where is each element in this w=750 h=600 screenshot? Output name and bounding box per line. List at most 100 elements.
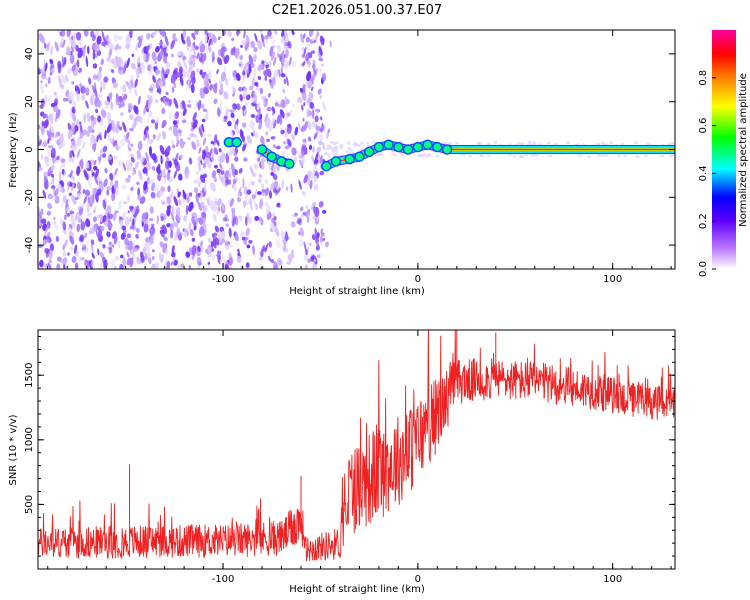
noise-speck	[127, 102, 133, 111]
noise-speck	[102, 199, 107, 210]
noise-speck	[258, 178, 262, 183]
noise-speck	[230, 163, 236, 173]
noise-speck	[151, 256, 155, 261]
noise-speck	[322, 238, 326, 241]
noise-speck	[274, 226, 280, 237]
noise-speck	[204, 145, 209, 154]
noise-speck	[299, 227, 305, 237]
noise-speck	[104, 209, 109, 216]
noise-speck	[265, 138, 271, 143]
noise-speck	[114, 265, 117, 269]
noise-speck	[220, 169, 223, 174]
background-speck	[365, 141, 370, 145]
noise-speck	[289, 110, 293, 114]
noise-speck	[156, 215, 159, 225]
background-speck	[427, 153, 432, 157]
noise-speck	[45, 162, 50, 167]
noise-speck	[199, 40, 204, 50]
noise-speck	[191, 237, 196, 242]
noise-speck	[69, 235, 75, 245]
noise-speck	[42, 189, 47, 200]
noise-speck	[212, 213, 217, 222]
noise-speck	[84, 189, 91, 197]
noise-speck	[63, 214, 67, 221]
noise-speck	[263, 101, 268, 108]
noise-speck	[108, 68, 114, 72]
noise-speck	[198, 161, 201, 172]
noise-speck	[265, 243, 269, 252]
noise-speck	[201, 211, 207, 219]
noise-speck	[175, 134, 179, 142]
background-speck	[633, 141, 638, 145]
x-tick-label: 100	[603, 574, 622, 585]
noise-speck	[156, 132, 161, 142]
noise-speck	[270, 136, 276, 140]
noise-speck	[244, 199, 250, 206]
noise-speck	[148, 146, 153, 156]
noise-speck	[248, 54, 254, 65]
noise-speck	[203, 205, 208, 213]
noise-speck	[129, 113, 134, 121]
noise-speck	[38, 132, 41, 142]
noise-speck	[146, 176, 150, 185]
noise-speck	[121, 93, 125, 97]
noise-speck	[165, 91, 169, 96]
noise-speck	[211, 51, 215, 60]
noise-speck	[168, 126, 172, 131]
noise-speck	[190, 83, 195, 94]
noise-speck	[40, 83, 45, 94]
background-speck	[644, 154, 649, 158]
noise-speck	[163, 52, 168, 58]
noise-speck	[206, 199, 210, 206]
noise-speck	[179, 154, 184, 160]
noise-speck	[160, 215, 164, 222]
noise-speck	[64, 206, 70, 211]
noise-speck	[136, 256, 141, 265]
background-speck	[359, 141, 364, 145]
noise-speck	[172, 254, 176, 265]
background-speck	[609, 141, 614, 145]
noise-speck	[105, 105, 109, 110]
noise-speck	[294, 212, 298, 217]
noise-speck	[62, 163, 66, 168]
noise-speck	[68, 154, 73, 163]
noise-speck	[162, 243, 168, 253]
noise-speck	[106, 111, 111, 121]
colorbar-tick-label: 0.4	[698, 165, 709, 181]
noise-speck	[243, 30, 246, 39]
noise-speck	[87, 212, 92, 217]
noise-speck	[175, 207, 181, 217]
noise-speck	[161, 131, 167, 140]
noise-speck	[60, 37, 65, 49]
noise-speck	[192, 112, 197, 122]
noise-speck	[244, 102, 249, 107]
noise-speck	[282, 243, 287, 251]
noise-speck	[47, 137, 50, 144]
noise-speck	[91, 85, 96, 94]
noise-speck	[41, 218, 47, 224]
noise-speck	[196, 52, 200, 60]
colorbar-label: Normalized spectral amplitude	[738, 73, 749, 227]
noise-speck	[70, 45, 74, 53]
noise-speck	[243, 157, 248, 162]
noise-speck	[261, 189, 266, 193]
noise-speck	[187, 104, 192, 108]
noise-speck	[217, 109, 222, 115]
noise-speck	[232, 183, 237, 192]
noise-speck	[92, 74, 98, 80]
noise-speck	[142, 246, 147, 255]
snr-data	[38, 330, 675, 562]
noise-speck	[69, 150, 73, 159]
noise-speck	[47, 202, 53, 210]
noise-speck	[62, 249, 66, 258]
noise-speck	[97, 248, 100, 256]
noise-speck	[95, 108, 99, 114]
signal-point	[402, 144, 414, 155]
background-speck	[346, 141, 351, 145]
y-tick-label: 20	[24, 95, 35, 108]
signal-point	[393, 141, 404, 153]
noise-speck	[125, 245, 129, 251]
noise-speck	[249, 119, 255, 130]
noise-speck	[95, 228, 99, 239]
noise-speck	[298, 239, 304, 247]
